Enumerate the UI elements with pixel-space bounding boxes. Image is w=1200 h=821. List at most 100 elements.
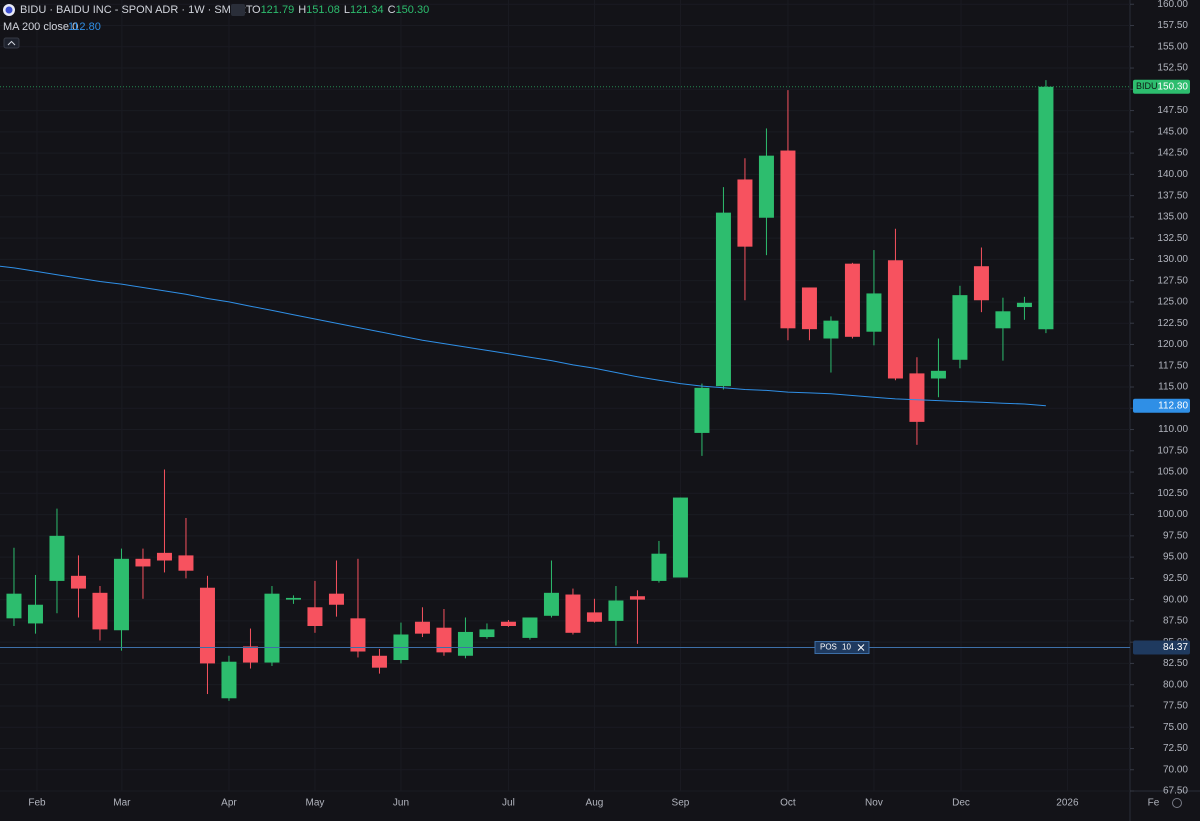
position-qty: 10 bbox=[842, 643, 851, 652]
y-tick-label: 90.00 bbox=[1163, 594, 1188, 605]
candle-body bbox=[844, 263, 860, 337]
ma-tag-value: 112.80 bbox=[1158, 400, 1188, 411]
ohlc-key: O bbox=[252, 4, 261, 16]
y-tick-label: 100.00 bbox=[1157, 509, 1188, 520]
ohlc-values: O121.79 H151.08 L121.34 C150.30 bbox=[252, 4, 429, 16]
y-tick-label: 145.00 bbox=[1157, 126, 1188, 137]
candle-body bbox=[995, 311, 1011, 329]
candle-body bbox=[479, 629, 495, 638]
y-tick-label: 125.00 bbox=[1157, 297, 1188, 308]
candle-body bbox=[522, 617, 538, 638]
x-tick-label: Mar bbox=[113, 798, 131, 809]
candle-body bbox=[973, 266, 989, 301]
x-tick-label: Fe bbox=[1148, 798, 1160, 809]
y-tick-label: 70.00 bbox=[1163, 764, 1188, 775]
x-tick-label: Feb bbox=[28, 798, 46, 809]
candle-body bbox=[909, 373, 925, 422]
candle-body bbox=[586, 612, 602, 622]
candle-body bbox=[92, 592, 108, 630]
collapse-button[interactable] bbox=[3, 37, 20, 49]
candle-body bbox=[952, 295, 968, 360]
candle-body bbox=[135, 558, 151, 567]
candle-body bbox=[27, 604, 43, 624]
candle-body bbox=[629, 596, 645, 600]
y-tick-label: 110.00 bbox=[1158, 424, 1188, 435]
y-tick-label: 92.50 bbox=[1163, 573, 1188, 584]
ohlc-value: 151.08 bbox=[306, 4, 340, 16]
candle-body bbox=[436, 627, 452, 653]
y-tick-label: 117.50 bbox=[1158, 360, 1188, 371]
y-tick-label: 75.00 bbox=[1163, 722, 1188, 733]
position-tag-value: 84.37 bbox=[1163, 642, 1188, 653]
candle-body bbox=[264, 593, 280, 663]
ma-tag bbox=[1133, 398, 1190, 413]
y-tick-label: 105.00 bbox=[1157, 467, 1188, 478]
y-tick-label: 107.50 bbox=[1157, 445, 1188, 456]
candle-body bbox=[565, 594, 581, 633]
y-tick-label: 67.50 bbox=[1163, 786, 1188, 797]
position-close[interactable] bbox=[857, 644, 865, 651]
symbol-icon-inner bbox=[5, 6, 13, 14]
candle-body bbox=[672, 497, 688, 578]
y-tick-label: 155.00 bbox=[1157, 41, 1188, 52]
indicator-value: 112.80 bbox=[68, 21, 101, 33]
candle-body bbox=[350, 618, 366, 652]
plot-area bbox=[0, 80, 1054, 701]
y-tick-label: 115.00 bbox=[1158, 382, 1188, 393]
y-tick-label: 95.00 bbox=[1163, 552, 1188, 563]
candle-body bbox=[285, 597, 301, 600]
candle-body bbox=[608, 600, 624, 621]
price-tag-value: 150.30 bbox=[1157, 81, 1188, 92]
x-tick-label: Oct bbox=[780, 798, 796, 809]
candle-body bbox=[758, 155, 774, 218]
y-tick-label: 87.50 bbox=[1163, 616, 1188, 627]
x-tick-label: Jul bbox=[502, 798, 515, 809]
candle-body bbox=[1038, 86, 1054, 330]
ohlc-value: 121.79 bbox=[261, 4, 295, 16]
y-tick-label: 140.00 bbox=[1157, 169, 1188, 180]
candle-body bbox=[823, 320, 839, 339]
candle-body bbox=[6, 593, 22, 619]
y-tick-label: 102.50 bbox=[1157, 488, 1188, 499]
symbol-title: BIDU · BAIDU INC - SPON ADR · 1W · SMART bbox=[20, 4, 253, 16]
x-tick-label: Apr bbox=[221, 798, 237, 809]
candle-body bbox=[500, 621, 516, 626]
y-tick-label: 152.50 bbox=[1157, 63, 1188, 74]
settings-button[interactable] bbox=[1172, 798, 1182, 808]
candle-body bbox=[371, 655, 387, 668]
y-tick-label: 72.50 bbox=[1163, 743, 1188, 754]
x-tick-label: Sep bbox=[672, 798, 690, 809]
price-tag-symbol: BIDU bbox=[1136, 81, 1158, 91]
candle-body bbox=[307, 607, 323, 626]
y-tick-label: 132.50 bbox=[1157, 233, 1188, 244]
indicator-name: MA 200 close 0 bbox=[3, 21, 78, 33]
overlay: 67.5070.0072.5075.0077.5080.0082.5085.00… bbox=[0, 0, 1190, 809]
x-tick-label: Aug bbox=[586, 798, 604, 809]
candle-body bbox=[715, 212, 731, 387]
header: BIDU · BAIDU INC - SPON ADR · 1W · SMART… bbox=[3, 4, 429, 49]
candle-body bbox=[328, 593, 344, 605]
y-tick-label: 82.50 bbox=[1163, 658, 1188, 669]
y-tick-label: 147.50 bbox=[1157, 105, 1188, 116]
position-tag bbox=[1133, 640, 1190, 655]
candle-body bbox=[49, 535, 65, 581]
candle-body bbox=[866, 293, 882, 332]
candle-body bbox=[930, 370, 946, 379]
price-tag bbox=[1133, 79, 1190, 94]
x-tick-label: May bbox=[306, 798, 325, 809]
collapse-icon bbox=[7, 40, 16, 46]
candle-body bbox=[221, 661, 237, 699]
y-tick-label: 157.50 bbox=[1157, 20, 1188, 31]
grid bbox=[1130, 3, 1134, 792]
candle-body bbox=[414, 621, 430, 634]
x-tick-label: Dec bbox=[952, 798, 970, 809]
y-tick-label: 127.50 bbox=[1157, 275, 1188, 286]
candle-body bbox=[801, 287, 817, 330]
position-box bbox=[814, 641, 870, 655]
y-tick-label: 142.50 bbox=[1157, 148, 1188, 159]
ohlc-key: C bbox=[388, 4, 396, 16]
candle-body bbox=[780, 150, 796, 329]
visibility-button[interactable] bbox=[231, 4, 245, 16]
y-tick-label: 160.00 bbox=[1157, 0, 1188, 10]
